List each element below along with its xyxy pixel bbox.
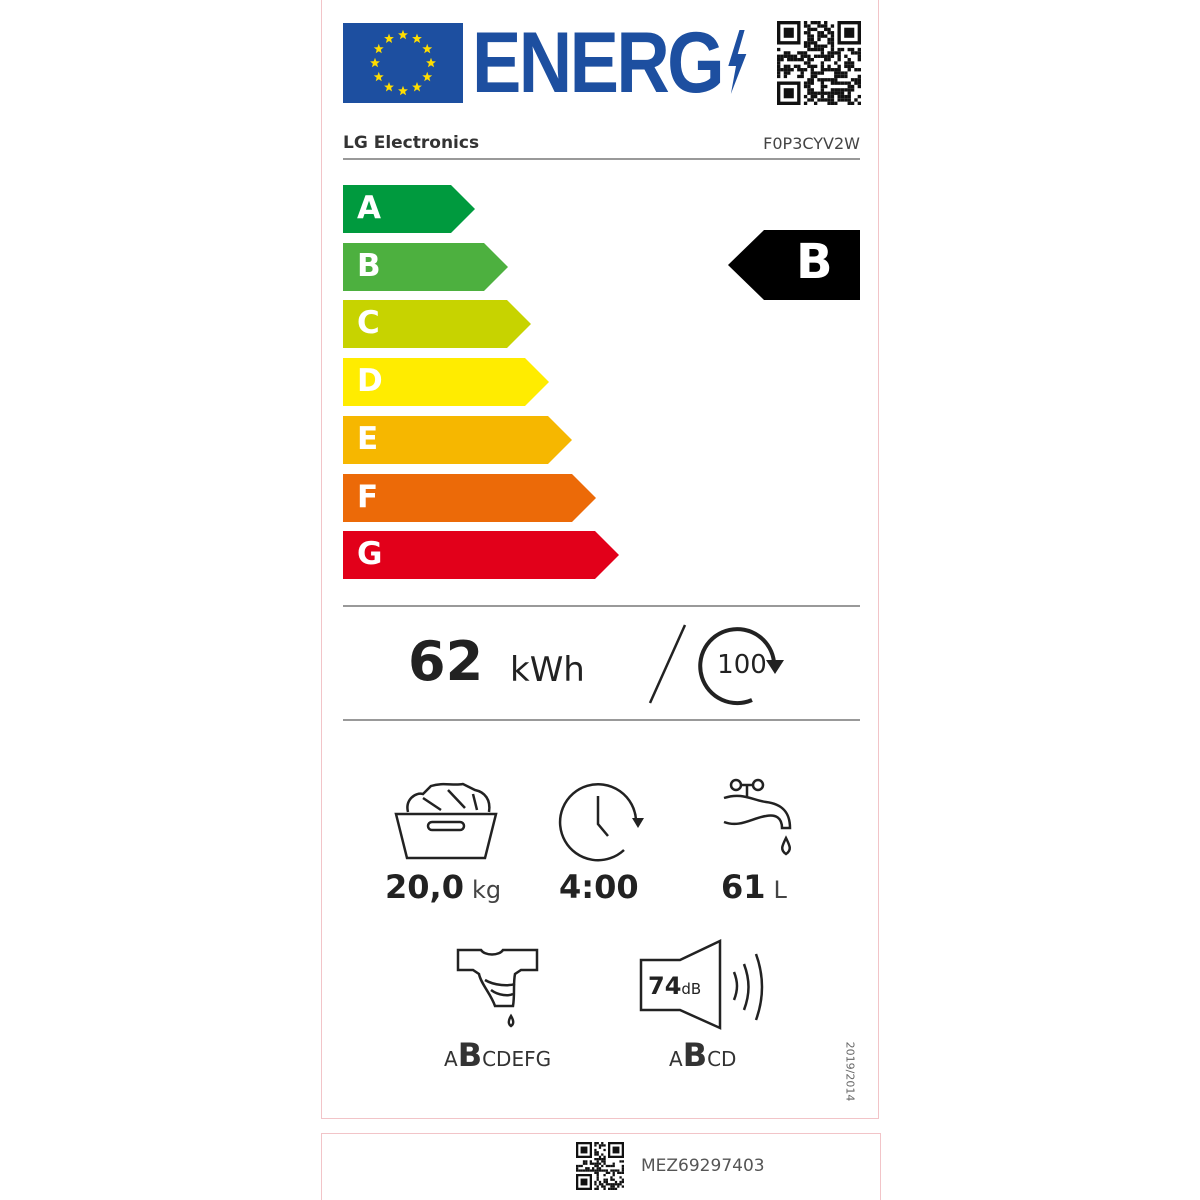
qr-code-icon[interactable] — [576, 1142, 624, 1190]
scale-after: CD — [707, 1047, 737, 1071]
energy-class-letter: A — [357, 190, 381, 226]
rating-letter: B — [796, 234, 833, 290]
rating-arrow — [728, 230, 860, 300]
scale-before: A — [669, 1047, 683, 1071]
water-number: 61 — [721, 868, 766, 906]
scale-after: CDEFG — [482, 1047, 552, 1071]
capacity-value: 20,0 kg — [385, 868, 501, 906]
cycles-count: 100 — [717, 650, 767, 680]
model-identifier: F0P3CYV2W — [763, 134, 860, 153]
water-value: 61 L — [721, 868, 787, 906]
tap-icon — [723, 778, 792, 856]
qr-code-icon[interactable] — [777, 21, 861, 105]
energy-class-letter: G — [357, 536, 383, 573]
noise-unit: dB — [681, 980, 702, 998]
divider — [343, 719, 860, 721]
laundry-basket-icon — [394, 782, 498, 860]
supplier-name: LG Electronics — [343, 133, 480, 153]
energy-label — [321, 0, 879, 1119]
energy-class-bar-a: A — [343, 185, 475, 233]
cycle-arrow-icon — [698, 627, 784, 706]
noise-class-scale: ABCD — [669, 1036, 736, 1074]
energy-class-bar-c: C — [343, 300, 531, 349]
duration-value: 4:00 — [559, 868, 639, 906]
noise-value: 74dB — [648, 972, 701, 1000]
noise-number: 74 — [648, 972, 682, 1000]
energy-class-bar-f: F — [343, 473, 596, 522]
energy-class-letter: D — [357, 363, 383, 400]
energy-class-letter: F — [357, 478, 379, 515]
shirt-drip-icon — [456, 948, 539, 1028]
energy-class-bar-e: E — [343, 415, 572, 464]
energy-class-bar-b: B — [343, 242, 508, 291]
energy-class-letter: B — [357, 247, 381, 284]
water-unit: L — [773, 876, 787, 904]
energy-consumption-unit: kWh — [510, 650, 585, 690]
energy-title-text: ENERG — [472, 15, 725, 111]
product-code: MEZ69297403 — [641, 1156, 765, 1176]
divider — [343, 605, 860, 607]
energy-consumption-value: 62 — [408, 630, 484, 693]
energy-class-bar-d: D — [343, 358, 549, 407]
scale-selected: B — [682, 1036, 708, 1074]
lightning-icon — [728, 30, 747, 94]
capacity-unit: kg — [471, 876, 502, 904]
energy-class-letter: E — [357, 420, 379, 457]
scale-selected: B — [457, 1036, 483, 1074]
capacity-number: 20,0 — [385, 868, 464, 906]
speaker-icon — [639, 939, 764, 1030]
scale-before: A — [444, 1047, 458, 1071]
energy-title: ENERG — [472, 14, 748, 113]
clock-icon — [558, 782, 644, 862]
eu-flag-icon — [343, 23, 463, 103]
energy-class-letter: C — [357, 305, 380, 342]
slash-divider — [648, 624, 687, 704]
spin-class-scale: ABCDEFG — [444, 1036, 551, 1074]
energy-class-bar-g: G — [343, 531, 619, 580]
divider — [343, 158, 860, 160]
regulation-number: 2019/2014 — [843, 1041, 857, 1102]
label-footer — [321, 1133, 881, 1200]
